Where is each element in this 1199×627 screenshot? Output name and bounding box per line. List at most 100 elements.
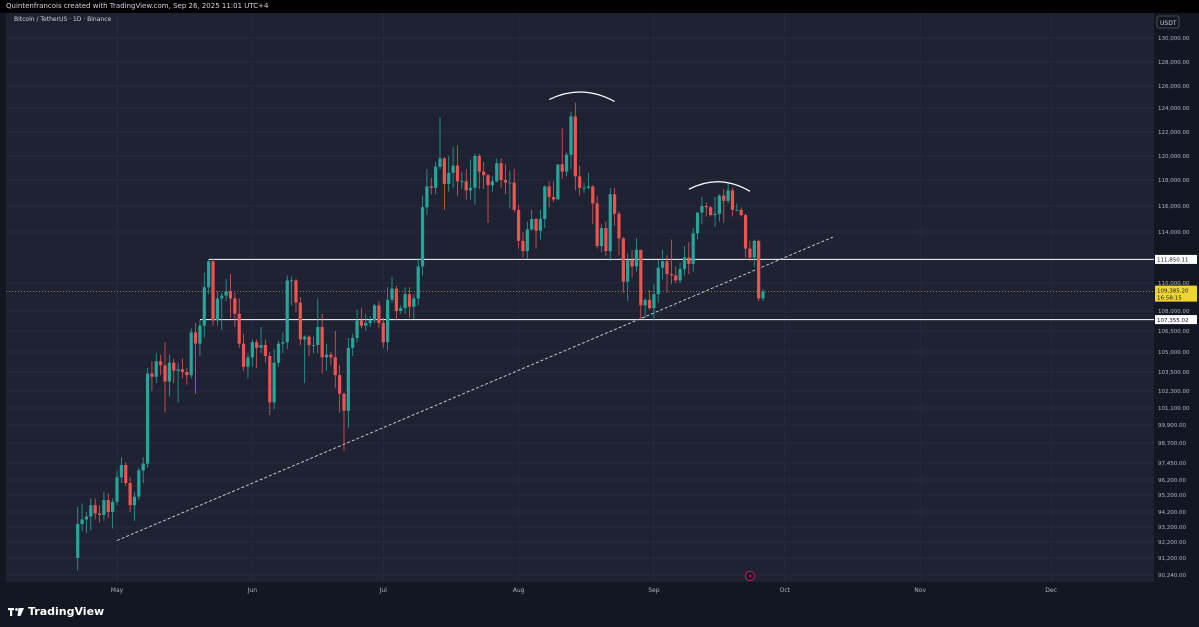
candle: [669, 239, 673, 285]
candle-body: [111, 501, 115, 512]
candle: [220, 292, 224, 330]
candle: [307, 335, 311, 356]
candle-body: [595, 203, 599, 247]
candle: [569, 111, 573, 170]
candle-body: [709, 207, 713, 216]
price-tick-label: 124,000.00: [1158, 106, 1190, 112]
time-labels: May Jun Jul Aug Sep Oct Nov Dec: [111, 587, 1057, 594]
candle: [167, 354, 171, 397]
price-tick-label: 96,200.00: [1158, 478, 1186, 484]
candle: [748, 240, 752, 262]
candle: [709, 206, 713, 217]
candle-body: [434, 166, 438, 188]
candle-body: [621, 238, 625, 282]
time-label: May: [111, 587, 124, 594]
footer: [0, 598, 1199, 627]
candle: [89, 498, 93, 530]
candle-body: [333, 357, 337, 376]
candle: [503, 164, 508, 195]
lightning-icon: [748, 573, 752, 579]
candle: [172, 358, 176, 384]
level-label: 107,355.02: [1157, 318, 1189, 324]
candle: [259, 327, 263, 354]
candle-body: [582, 187, 586, 189]
tradingview-logo-icon: [8, 607, 24, 616]
time-label: Jul: [379, 587, 388, 594]
candle-body: [281, 342, 285, 344]
candle: [303, 335, 307, 384]
candle-body: [564, 154, 569, 172]
candle: [294, 279, 298, 313]
candle-body: [193, 332, 198, 344]
candle: [97, 505, 102, 523]
candle: [695, 212, 700, 240]
candle: [761, 288, 765, 302]
candle: [320, 313, 324, 374]
candle-body: [407, 294, 412, 307]
candle-body: [429, 186, 433, 188]
candle: [739, 207, 743, 217]
candle: [617, 211, 621, 255]
candle-body: [743, 215, 748, 249]
candle-body: [560, 164, 564, 172]
candle: [246, 353, 250, 379]
currency-label: USDT: [1160, 20, 1177, 27]
candle-body: [390, 288, 394, 300]
candle: [207, 259, 211, 295]
candle: [468, 159, 473, 200]
candle-body: [377, 305, 381, 323]
candle-body: [124, 465, 128, 483]
candle-body: [224, 291, 228, 296]
candle-body: [656, 267, 660, 295]
candle-body: [586, 186, 591, 188]
candle: [678, 262, 682, 283]
candle: [630, 249, 634, 278]
candle-body: [141, 463, 145, 471]
candle: [233, 292, 237, 327]
time-axis[interactable]: [6, 582, 1154, 598]
time-label: Oct: [780, 587, 791, 594]
candle: [752, 239, 756, 267]
candle-body: [381, 323, 385, 343]
candle: [338, 365, 342, 413]
arc-annotation: [688, 181, 751, 192]
price-tick-label: 108,000.00: [1158, 309, 1190, 315]
candle: [591, 185, 595, 225]
candle-body: [259, 345, 263, 348]
candle-body: [250, 342, 254, 358]
candle: [215, 291, 219, 326]
candle-body: [420, 207, 425, 267]
candle: [652, 284, 656, 321]
candle-body: [189, 332, 193, 376]
candle: [564, 152, 569, 177]
candles: [76, 102, 765, 571]
candle-body: [543, 186, 547, 219]
candle: [434, 162, 438, 195]
candle-body: [268, 356, 272, 403]
candle: [538, 209, 543, 240]
candle: [586, 172, 591, 190]
candle: [311, 336, 316, 354]
candle: [412, 294, 416, 319]
candle: [578, 165, 582, 196]
candle-body: [228, 291, 233, 299]
price-tick-label: 99,900.00: [1158, 423, 1186, 429]
candle-body: [665, 261, 669, 275]
brand-name: TradingView: [28, 605, 105, 618]
candle: [250, 339, 254, 367]
candle: [682, 246, 687, 276]
candle: [329, 352, 333, 366]
tradingview-logo: TradingView: [8, 605, 104, 618]
candle: [656, 260, 660, 303]
candle-body: [442, 158, 446, 184]
candle: [102, 492, 106, 521]
candle: [381, 317, 385, 348]
candle: [490, 176, 494, 192]
candle-body: [167, 362, 171, 382]
candle: [176, 362, 180, 403]
candle-body: [233, 298, 237, 314]
candle-body: [159, 361, 163, 366]
candle: [394, 285, 398, 321]
candle-body: [324, 354, 329, 358]
